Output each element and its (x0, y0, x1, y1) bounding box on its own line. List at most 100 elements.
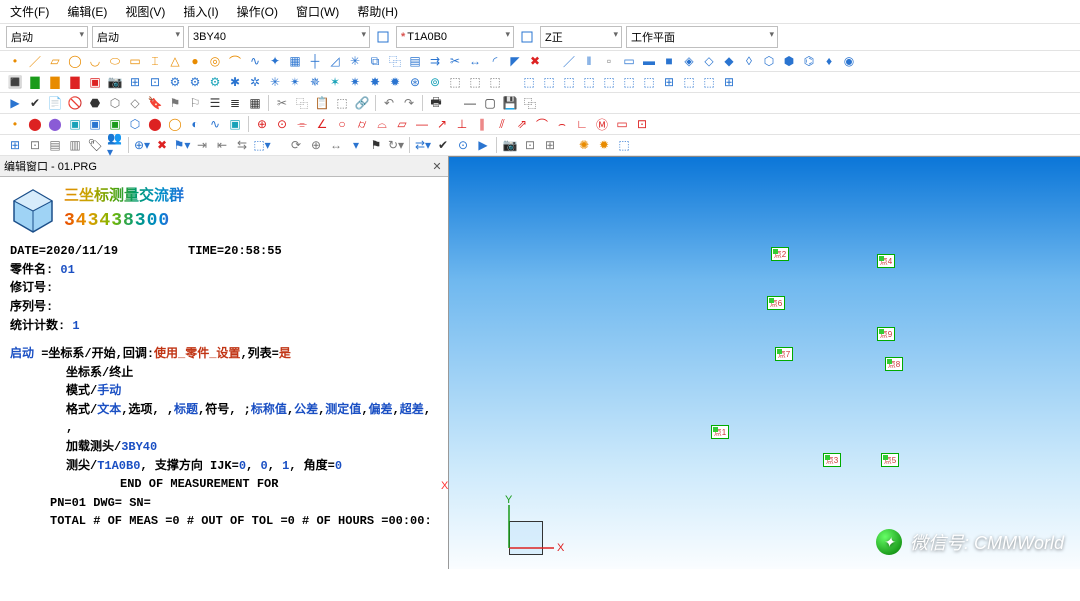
gd-circ-icon[interactable]: ○ (333, 115, 351, 133)
copy2-icon[interactable]: ⿻ (293, 94, 311, 112)
offset-icon[interactable]: ⇉ (426, 52, 444, 70)
t5n-icon[interactable]: ⟳ (287, 136, 305, 154)
gear1-icon[interactable]: ⚙ (166, 73, 184, 91)
cp2-icon[interactable]: ⬤ (26, 115, 44, 133)
cylinder-icon[interactable]: ⌶ (146, 52, 164, 70)
measure-point[interactable]: 点1 (711, 425, 729, 439)
line-icon[interactable]: ／ (26, 52, 44, 70)
gear2-icon[interactable]: ⚙ (186, 73, 204, 91)
cube-icon[interactable] (374, 28, 392, 46)
t5y-icon[interactable]: ⊡ (521, 136, 539, 154)
grid-icon[interactable]: ▦ (286, 52, 304, 70)
wf1-icon[interactable]: ⬚ (520, 73, 538, 91)
win-icon[interactable]: ▢ (481, 94, 499, 112)
copy-icon[interactable]: ⿻ (386, 52, 404, 70)
dd-mode-a[interactable]: 启动 (6, 26, 88, 48)
saveall-icon[interactable]: ⿻ (521, 94, 539, 112)
measure-point[interactable]: 点5 (881, 453, 899, 467)
rect-icon[interactable]: ▭ (620, 52, 638, 70)
delete-icon[interactable]: ✖ (526, 52, 544, 70)
hexo-icon[interactable]: ⬡ (106, 94, 124, 112)
bookmark-icon[interactable]: 🔖 (146, 94, 164, 112)
sq1-icon[interactable]: ▇ (26, 73, 44, 91)
cone-icon[interactable]: △ (166, 52, 184, 70)
gd-prof-icon[interactable]: ⌓ (373, 115, 391, 133)
hex-icon[interactable]: ⬣ (86, 94, 104, 112)
t5b-icon[interactable]: ⊡ (26, 136, 44, 154)
chamfer-icon[interactable]: ◤ (506, 52, 524, 70)
ring-icon[interactable]: ◉ (840, 52, 858, 70)
drop-icon[interactable]: ♦ (820, 52, 838, 70)
camera-icon[interactable]: 📷 (106, 73, 124, 91)
cube2-icon[interactable] (518, 28, 536, 46)
menu-help[interactable]: 帮助(H) (355, 2, 400, 21)
cube3d2-icon[interactable]: ⬚ (466, 73, 484, 91)
gear13-icon[interactable]: ⊛ (406, 73, 424, 91)
wf4-icon[interactable]: ⬚ (580, 73, 598, 91)
t5l-icon[interactable]: ⇆ (233, 136, 251, 154)
gd-sym-icon[interactable]: ⌯ (293, 115, 311, 133)
cp8-icon[interactable]: ⬤ (146, 115, 164, 133)
palette-icon[interactable]: 🔳 (6, 73, 24, 91)
fillet-icon[interactable]: ◜ (486, 52, 504, 70)
measure-point[interactable]: 点8 (885, 357, 903, 371)
dd-axis[interactable]: Z正 (540, 26, 622, 48)
wf7-icon[interactable]: ⬚ (640, 73, 658, 91)
circle-icon[interactable]: ◯ (66, 52, 84, 70)
paste-icon[interactable]: 📋 (313, 94, 331, 112)
t5m-icon[interactable]: ⬚▾ (253, 136, 271, 154)
gear6-icon[interactable]: ✳ (266, 73, 284, 91)
close-icon[interactable]: ✕ (430, 159, 444, 173)
gd-line-icon[interactable]: ⌒ (533, 115, 551, 133)
list-icon[interactable]: ☰ (206, 94, 224, 112)
edge-icon[interactable]: ‖ (580, 52, 598, 70)
dd-probe[interactable]: 3BY40 (188, 26, 370, 48)
t5f-icon[interactable]: 👥▾ (106, 136, 124, 154)
gear4-icon[interactable]: ✱ (226, 73, 244, 91)
dd-mode-b[interactable]: 启动 (92, 26, 184, 48)
point-icon[interactable]: • (6, 52, 24, 70)
cp5-icon[interactable]: ▣ (86, 115, 104, 133)
bug1-icon[interactable]: ✺ (575, 136, 593, 154)
t5h-icon[interactable]: ✖ (153, 136, 171, 154)
check-icon[interactable]: ✔ (26, 94, 44, 112)
menu-window[interactable]: 窗口(W) (294, 2, 341, 21)
t5o-icon[interactable]: ⊕ (307, 136, 325, 154)
mirror-icon[interactable]: ⧉ (366, 52, 384, 70)
t5t-icon[interactable]: ⇄▾ (414, 136, 432, 154)
measure-point[interactable]: 点9 (877, 327, 895, 341)
cp12-icon[interactable]: ▣ (226, 115, 244, 133)
gd-flat-icon[interactable]: ▱ (393, 115, 411, 133)
menu-edit[interactable]: 编辑(E) (65, 2, 109, 21)
sphere-icon[interactable]: ● (186, 52, 204, 70)
iso6-icon[interactable]: ⬢ (780, 52, 798, 70)
slot-icon[interactable]: ▭ (126, 52, 144, 70)
target2-icon[interactable]: ⊡ (146, 73, 164, 91)
measure-point[interactable]: 点2 (771, 247, 789, 261)
gd-par-icon[interactable]: ∥ (473, 115, 491, 133)
iso2-icon[interactable]: ◇ (700, 52, 718, 70)
noedit-icon[interactable]: 🚫 (66, 94, 84, 112)
dd-tip[interactable]: *T1A0B0 (396, 26, 514, 48)
t5u-icon[interactable]: ✔ (434, 136, 452, 154)
wf2-icon[interactable]: ⬚ (540, 73, 558, 91)
t5k-icon[interactable]: ⇤ (213, 136, 231, 154)
trim-icon[interactable]: ✂ (446, 52, 464, 70)
cut-icon[interactable]: ✂ (273, 94, 291, 112)
list2-icon[interactable]: ≣ (226, 94, 244, 112)
menu-operate[interactable]: 操作(O) (235, 2, 280, 21)
sq4-icon[interactable]: ▣ (86, 73, 104, 91)
save-icon[interactable]: 💾 (501, 94, 519, 112)
wf11-icon[interactable]: ⊞ (720, 73, 738, 91)
plane-icon[interactable]: ▱ (46, 52, 64, 70)
gear5-icon[interactable]: ✲ (246, 73, 264, 91)
t5q-icon[interactable]: ▾ (347, 136, 365, 154)
surface-icon[interactable]: ⌒ (226, 52, 244, 70)
box-icon[interactable]: ▫ (600, 52, 618, 70)
target-icon[interactable]: ⊞ (126, 73, 144, 91)
menu-view[interactable]: 视图(V) (123, 2, 167, 21)
gear7-icon[interactable]: ✴ (286, 73, 304, 91)
iso5-icon[interactable]: ⬡ (760, 52, 778, 70)
cyl-icon[interactable]: ⌬ (800, 52, 818, 70)
iso4-icon[interactable]: ◊ (740, 52, 758, 70)
